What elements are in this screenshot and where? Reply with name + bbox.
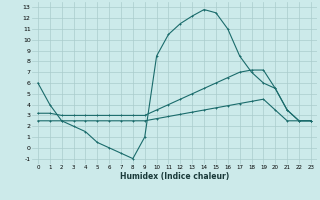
X-axis label: Humidex (Indice chaleur): Humidex (Indice chaleur) [120,172,229,181]
